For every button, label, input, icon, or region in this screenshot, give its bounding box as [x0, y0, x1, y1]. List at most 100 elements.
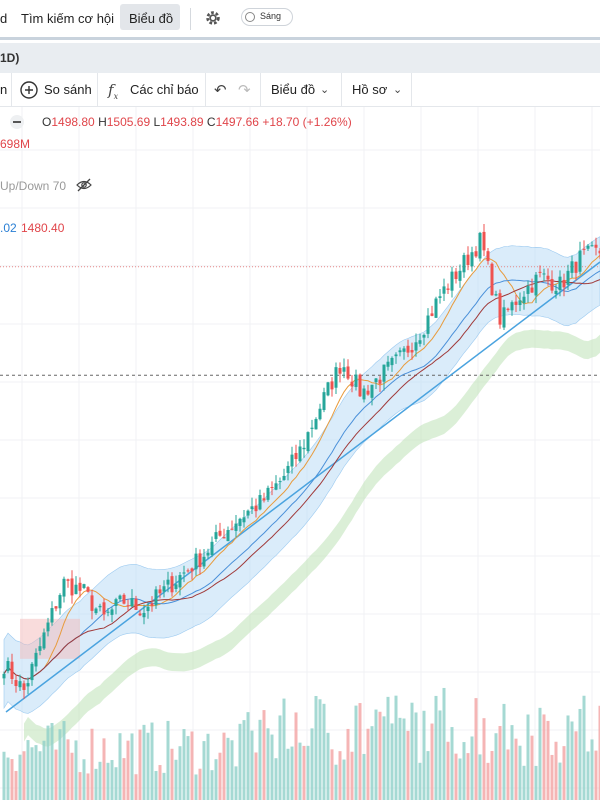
- moving-average-line: [3, 254, 600, 680]
- candle-body: [346, 366, 350, 379]
- candle-body: [134, 598, 138, 610]
- candle-body: [262, 498, 266, 501]
- candle-body: [270, 486, 274, 488]
- candle-body: [438, 296, 442, 298]
- volume-bar: [506, 749, 510, 800]
- nav-item-chart-active-bg[interactable]: [120, 4, 180, 30]
- price-chart[interactable]: [0, 107, 600, 800]
- candle-body: [166, 579, 170, 585]
- candle-body: [314, 419, 318, 430]
- volume-bar: [378, 711, 382, 800]
- candle-body: [170, 576, 174, 593]
- eye-slash-icon[interactable]: [76, 178, 92, 192]
- candle-body: [78, 582, 82, 591]
- volume-bar: [146, 732, 150, 800]
- volume-bar: [362, 753, 366, 800]
- candle-body: [378, 379, 382, 384]
- candle-body: [286, 465, 290, 473]
- candle-body: [278, 481, 282, 483]
- theme-toggle[interactable]: Sáng: [241, 8, 293, 26]
- volume-bar: [374, 709, 378, 800]
- plus-circle-icon[interactable]: [20, 81, 38, 99]
- candle-body: [214, 532, 218, 539]
- reference-lines: [0, 266, 600, 376]
- volume-bar: [318, 699, 322, 800]
- volume-bar: [566, 715, 570, 800]
- volume-bar: [470, 736, 474, 800]
- volume-bar: [518, 745, 522, 800]
- candle-body: [366, 390, 370, 395]
- collapse-legend-button[interactable]: [10, 115, 24, 129]
- undo-icon[interactable]: ↶: [214, 82, 227, 99]
- nav-item-chart[interactable]: Biểu đồ: [129, 11, 174, 26]
- volume-bar: [342, 759, 346, 800]
- candle-body: [274, 483, 278, 490]
- redo-icon[interactable]: ↷: [238, 82, 251, 99]
- volume-bar: [286, 748, 290, 800]
- candle-body: [158, 589, 162, 594]
- volume-bar: [66, 739, 70, 800]
- volume-bar: [578, 708, 582, 800]
- volume-bar: [266, 728, 270, 800]
- toolbar-item-cut[interactable]: n: [0, 82, 8, 97]
- candle-body: [426, 315, 430, 334]
- volume-bar: [514, 738, 518, 800]
- volume-bar: [530, 735, 534, 800]
- toolbar-divider: [260, 73, 261, 107]
- volume-bar: [446, 741, 450, 800]
- volume-bar: [34, 745, 38, 800]
- nav-item-cut[interactable]: d: [0, 11, 8, 26]
- change-value: +18.70 (+1.26%): [262, 115, 352, 129]
- candle-body: [242, 517, 246, 523]
- volume-bar: [482, 718, 486, 800]
- profile-button[interactable]: Hồ sơ: [352, 82, 388, 97]
- candle-body: [338, 367, 342, 374]
- candle-body: [126, 605, 130, 607]
- candle-body: [22, 683, 26, 690]
- ichimoku-cloud: [20, 329, 600, 747]
- volume-bar: [98, 761, 102, 800]
- candle-body: [162, 586, 166, 592]
- candle-body: [582, 248, 586, 250]
- candle-body: [122, 594, 126, 604]
- indicators-button[interactable]: Các chỉ báo: [130, 82, 199, 97]
- candle-body: [146, 606, 150, 612]
- candle-body: [130, 598, 134, 607]
- volume-bar: [594, 750, 598, 800]
- volume-bar: [334, 764, 338, 800]
- candle-body: [30, 663, 34, 681]
- volume-bar: [198, 768, 202, 800]
- chart-type-button[interactable]: Biểu đồ: [271, 82, 316, 97]
- high-value: 1505.69: [106, 115, 151, 129]
- toolbar-divider: [97, 73, 98, 107]
- close-label: C: [206, 115, 216, 129]
- candle-body: [374, 378, 378, 383]
- volume-bar: [422, 710, 426, 800]
- gear-icon[interactable]: [204, 9, 222, 27]
- candle-body: [34, 652, 38, 667]
- volume-bar: [50, 723, 54, 800]
- volume-bar: [478, 754, 482, 800]
- volume-bar: [138, 729, 142, 800]
- chevron-down-icon: ⌄: [320, 84, 330, 96]
- nav-item-opportunity-search[interactable]: Tìm kiếm cơ hội: [21, 11, 115, 26]
- volume-bar: [290, 746, 294, 800]
- candle-body: [546, 275, 550, 280]
- volume-bar: [386, 696, 390, 800]
- compare-button[interactable]: So sánh: [44, 82, 92, 97]
- function-icon[interactable]: fx: [108, 81, 119, 101]
- candle-body: [518, 300, 522, 305]
- candle-body: [318, 408, 322, 420]
- volume-bar: [534, 765, 538, 800]
- candle-body: [558, 276, 562, 291]
- volume-bars: [2, 687, 600, 800]
- open-value: 1498.80: [51, 115, 95, 129]
- candle-body: [186, 570, 190, 572]
- volume-bar: [214, 759, 218, 800]
- volume-bar: [74, 740, 78, 800]
- volume-bar: [398, 717, 402, 800]
- volume-bar: [302, 745, 306, 800]
- candle-body: [494, 294, 498, 296]
- volume-bar: [454, 753, 458, 800]
- candle-body: [566, 270, 570, 285]
